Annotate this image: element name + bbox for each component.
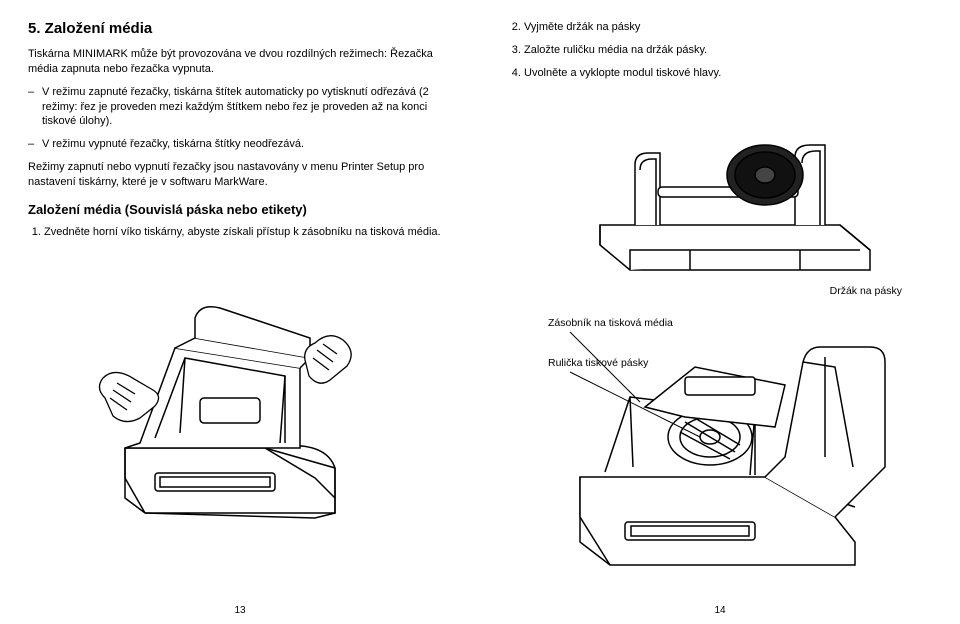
printer-internal-icon [535,307,905,587]
step-2: Vyjměte držák na pásky [524,20,932,35]
printer-open-icon [85,248,395,528]
sub-heading: Založení média (Souvislá páska nebo etik… [28,202,452,217]
mode-off-item: V režimu vypnuté řezačky, tiskárna štítk… [42,137,452,152]
intro-paragraph: Tiskárna MINIMARK může být provozována v… [28,47,452,77]
page-right: Vyjměte držák na pásky Založte ruličku m… [480,0,960,624]
modes-note: Režimy zapnutí nebo vypnutí řezačky jsou… [28,160,452,190]
ribbon-holder-illustration [508,95,932,285]
heading-main: 5. Založení média [28,20,452,37]
right-steps: Vyjměte držák na pásky Založte ruličku m… [508,20,932,89]
printer-internal-area: Zásobník na tisková média Rulička tiskov… [508,307,932,587]
page-number-right: 14 [714,605,725,616]
label-holder: Držák na pásky [508,285,932,297]
ribbon-holder-icon [540,95,900,285]
printer-internal-illustration [508,307,932,587]
label-roll: Rulička tiskové pásky [548,357,648,369]
label-bin: Zásobník na tisková média [548,317,673,329]
mode-on-item: V režimu zapnuté řezačky, tiskárna štíte… [42,85,452,130]
printer-open-illustration [28,248,452,528]
step-4: Uvolněte a vyklopte modul tiskové hlavy. [524,66,932,81]
left-steps: Zvedněte horní víko tiskárny, abyste zís… [28,225,452,240]
step-1: Zvedněte horní víko tiskárny, abyste zís… [44,225,452,240]
mode-list: V režimu zapnuté řezačky, tiskárna štíte… [28,85,452,152]
page-left: 5. Založení média Tiskárna MINIMARK může… [0,0,480,624]
step-3: Založte ruličku média na držák pásky. [524,43,932,58]
page-number-left: 13 [234,605,245,616]
